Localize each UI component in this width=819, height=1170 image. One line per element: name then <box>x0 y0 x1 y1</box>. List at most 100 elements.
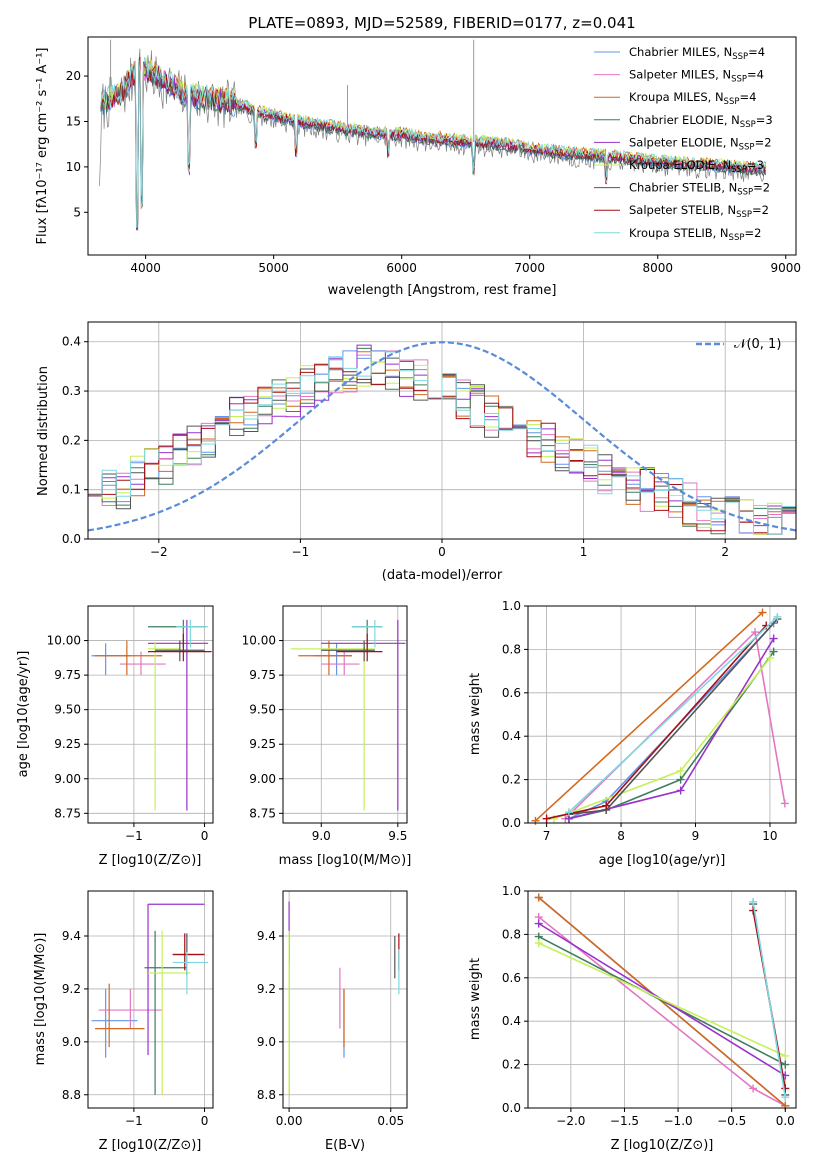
y-tick-label: 0.1 <box>62 483 81 497</box>
mass-vs-Z-y-ticks: 8.8 9.0 9.2 9.4 <box>62 929 88 1102</box>
y-tick-label: 0.4 <box>62 335 81 349</box>
model-spectrum-line <box>100 56 767 223</box>
weight-vs-age-y-label: mass weight <box>468 673 483 755</box>
y-tick-label: 9.00 <box>54 772 81 786</box>
model-spectrum-line <box>100 56 767 228</box>
residuals-panel: −2 −1 0 1 2 0.0 0.1 0.2 0.3 0.4 (data-model)/err… <box>36 321 797 583</box>
weight-vs-Z-x-ticks: −2.0 −1.5 −1.0 −0.5 0.0 <box>556 1108 795 1128</box>
x-tick-label: −1 <box>125 1114 143 1128</box>
weight-vs-age-x-label: age [log10(age/yr)] <box>599 853 726 868</box>
age-vs-mass-plot-area <box>283 606 407 823</box>
x-tick-label: −0.5 <box>717 1114 746 1128</box>
age-vs-mass-axes-frame <box>282 605 408 824</box>
age-vs-mass-panel: 9.0 9.5 8.75 9.00 9.25 9.50 9.75 10.00 mass [l… <box>242 605 411 868</box>
y-tick-label: 0.0 <box>502 816 521 830</box>
age-vs-mass-y-ticks: 8.75 9.00 9.25 9.50 9.75 10.00 <box>242 634 283 820</box>
age-vs-Z-plot-area <box>88 606 213 823</box>
y-tick-label: 0.4 <box>502 729 521 743</box>
x-tick-label: 5000 <box>258 261 289 275</box>
x-tick-label: −1.0 <box>664 1114 693 1128</box>
spectrum-plot-area <box>99 39 767 231</box>
mass-vs-Z-y-label: mass [log10(M/M⊙)] <box>33 933 48 1066</box>
y-tick-label: 0.2 <box>502 1058 521 1072</box>
x-tick-label: 1 <box>580 545 588 559</box>
age-vs-Z-x-ticks: −1 0 <box>125 823 208 843</box>
y-tick-label: 0.6 <box>502 686 521 700</box>
weight-vs-age-axes-frame <box>527 605 797 824</box>
x-tick-label: −2 <box>150 545 168 559</box>
x-tick-label: 9 <box>692 829 700 843</box>
weight-vs-Z-axes-frame <box>527 890 797 1109</box>
spectrum-y-label: Flux [fλ10⁻¹⁷ erg cm⁻² s⁻¹ A⁻¹] <box>35 48 50 245</box>
legend-entry-label: Chabrier MILES, NSSP=4 <box>629 45 765 62</box>
weight-point-marker <box>749 897 758 906</box>
weight-point-marker <box>781 1051 790 1060</box>
legend-entry-label: Salpeter MILES, NSSP=4 <box>629 68 764 85</box>
x-tick-label: 7000 <box>514 261 545 275</box>
mass-vs-EBV-panel: 0.00 0.05 8.8 9.0 9.2 9.4 E(B-V) <box>257 890 408 1153</box>
x-tick-label: −1.5 <box>610 1114 639 1128</box>
age-vs-mass-x-ticks: 9.0 9.5 <box>312 823 407 843</box>
weight-point-marker <box>765 654 774 663</box>
weight-point-marker <box>749 1084 758 1093</box>
y-tick-label: 0.3 <box>62 384 81 398</box>
y-tick-label: 10.00 <box>242 634 276 648</box>
mass-vs-Z-axes-frame <box>87 890 214 1109</box>
weight-point-marker <box>780 799 789 808</box>
weight-point-marker <box>758 608 767 617</box>
weight-point-marker <box>676 766 685 775</box>
legend-entry-label: Salpeter STELIB, NSSP=2 <box>629 203 769 220</box>
mass-vs-Z-x-ticks: −1 0 <box>125 1108 208 1128</box>
y-tick-label: 9.00 <box>249 772 276 786</box>
weight-point-marker <box>749 906 758 915</box>
y-tick-label: 0.2 <box>502 773 521 787</box>
weight-point-marker <box>781 1060 790 1069</box>
x-tick-label: 0.05 <box>377 1114 404 1128</box>
x-tick-label: 2 <box>721 545 729 559</box>
weight-point-marker <box>773 612 782 621</box>
spectrum-x-ticks: 4000 5000 6000 7000 8000 9000 <box>130 255 801 275</box>
age-vs-Z-panel: −1 0 8.75 9.00 9.25 9.50 9.75 10.00 Z [log10(Z… <box>16 605 214 868</box>
residuals-x-label: (data-model)/error <box>382 568 503 583</box>
age-vs-Z-x-label: Z [log10(Z/Z⊙)] <box>99 853 202 868</box>
y-tick-label: 8.75 <box>249 806 276 820</box>
mass-vs-EBV-axes-frame <box>282 890 408 1109</box>
y-tick-label: 20 <box>66 69 81 83</box>
y-tick-label: 9.2 <box>257 982 276 996</box>
spectrum-x-label: wavelength [Angstrom, rest frame] <box>328 283 557 298</box>
y-tick-label: 1.0 <box>502 884 521 898</box>
y-tick-label: 9.50 <box>249 703 276 717</box>
weight-point-marker <box>781 1093 790 1102</box>
x-tick-label: 7 <box>543 829 551 843</box>
mass-vs-Z-x-label: Z [log10(Z/Z⊙)] <box>99 1138 202 1153</box>
weight-series-line <box>538 935 786 1066</box>
y-tick-label: 9.75 <box>249 668 276 682</box>
normal-legend: 𝒩(0, 1) <box>696 337 781 352</box>
weight-point-marker <box>564 808 573 817</box>
weight-point-marker <box>534 939 543 948</box>
y-tick-label: 1.0 <box>502 599 521 613</box>
y-tick-label: 0.8 <box>502 927 521 941</box>
legend-entry-label: Kroupa STELIB, NSSP=2 <box>629 226 761 243</box>
weight-point-marker <box>550 814 559 823</box>
age-vs-Z-y-ticks: 8.75 9.00 9.25 9.50 9.75 10.00 <box>47 634 88 820</box>
residual-histogram-step <box>88 350 796 535</box>
y-tick-label: 9.75 <box>54 668 81 682</box>
y-tick-label: 10.00 <box>47 634 81 648</box>
residuals-y-label: Normed distribution <box>36 366 51 496</box>
weight-series-line <box>538 942 786 1057</box>
mass-vs-EBV-x-label: E(B-V) <box>325 1138 365 1153</box>
x-tick-label: 0.00 <box>276 1114 303 1128</box>
model-spectrum-line <box>100 61 767 229</box>
weight-vs-Z-y-ticks: 0.0 0.2 0.4 0.6 0.8 1.0 <box>502 884 528 1115</box>
weight-vs-Z-y-label: mass weight <box>468 958 483 1040</box>
spectrum-axes-frame <box>87 36 797 256</box>
normal-curve-line <box>87 341 797 532</box>
mass-vs-EBV-x-ticks: 0.00 0.05 <box>276 1108 404 1128</box>
x-tick-label: 0 <box>201 1114 209 1128</box>
mass-vs-EBV-y-ticks: 8.8 9.0 9.2 9.4 <box>257 929 283 1102</box>
weight-series-line <box>534 611 764 822</box>
x-tick-label: 0 <box>438 545 446 559</box>
legend-entry-label: Kroupa ELODIE, NSSP=3 <box>629 158 764 175</box>
